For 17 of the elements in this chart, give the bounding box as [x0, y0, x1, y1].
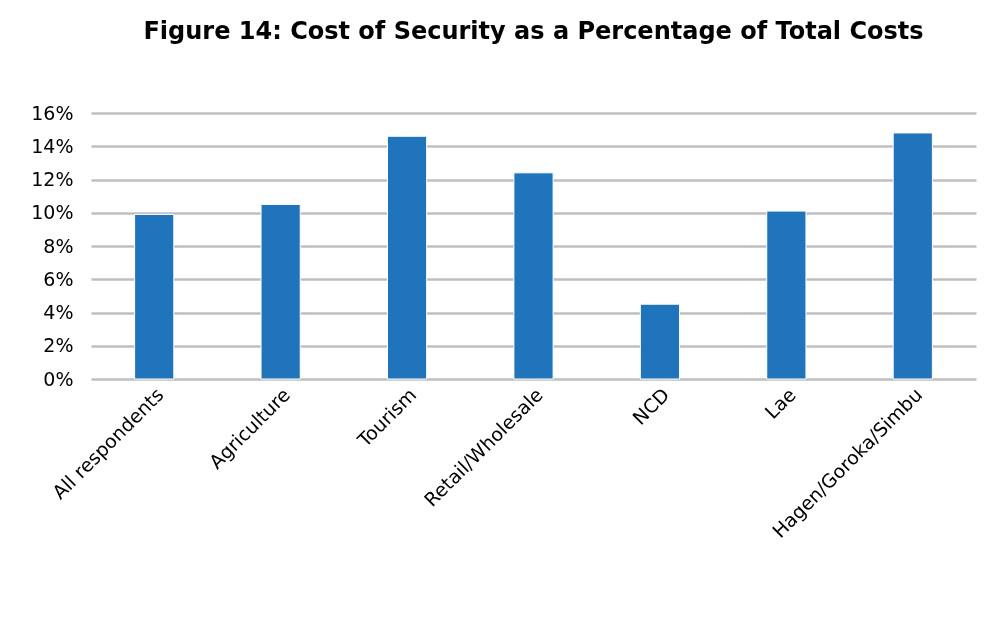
y-tick-label: 10%	[31, 201, 74, 224]
y-tick-label: 4%	[43, 301, 74, 323]
y-tick-label: 2%	[43, 334, 74, 357]
bar	[892, 132, 933, 380]
bar	[260, 203, 301, 380]
bar	[639, 303, 681, 380]
bar	[513, 172, 554, 380]
y-tick-label: 14%	[31, 134, 74, 157]
y-tick-label: 6%	[43, 267, 74, 290]
y-tick-label: 12%	[31, 168, 74, 190]
y-tick-label: 8%	[43, 234, 74, 257]
y-tick-label: 16%	[31, 101, 74, 124]
bar	[386, 135, 428, 380]
bar	[134, 213, 175, 380]
chart-title: Figure 14: Cost of Security as a Percentage of Total Costs	[143, 17, 924, 45]
bar	[766, 210, 807, 380]
y-tick-label: 0%	[43, 367, 74, 390]
